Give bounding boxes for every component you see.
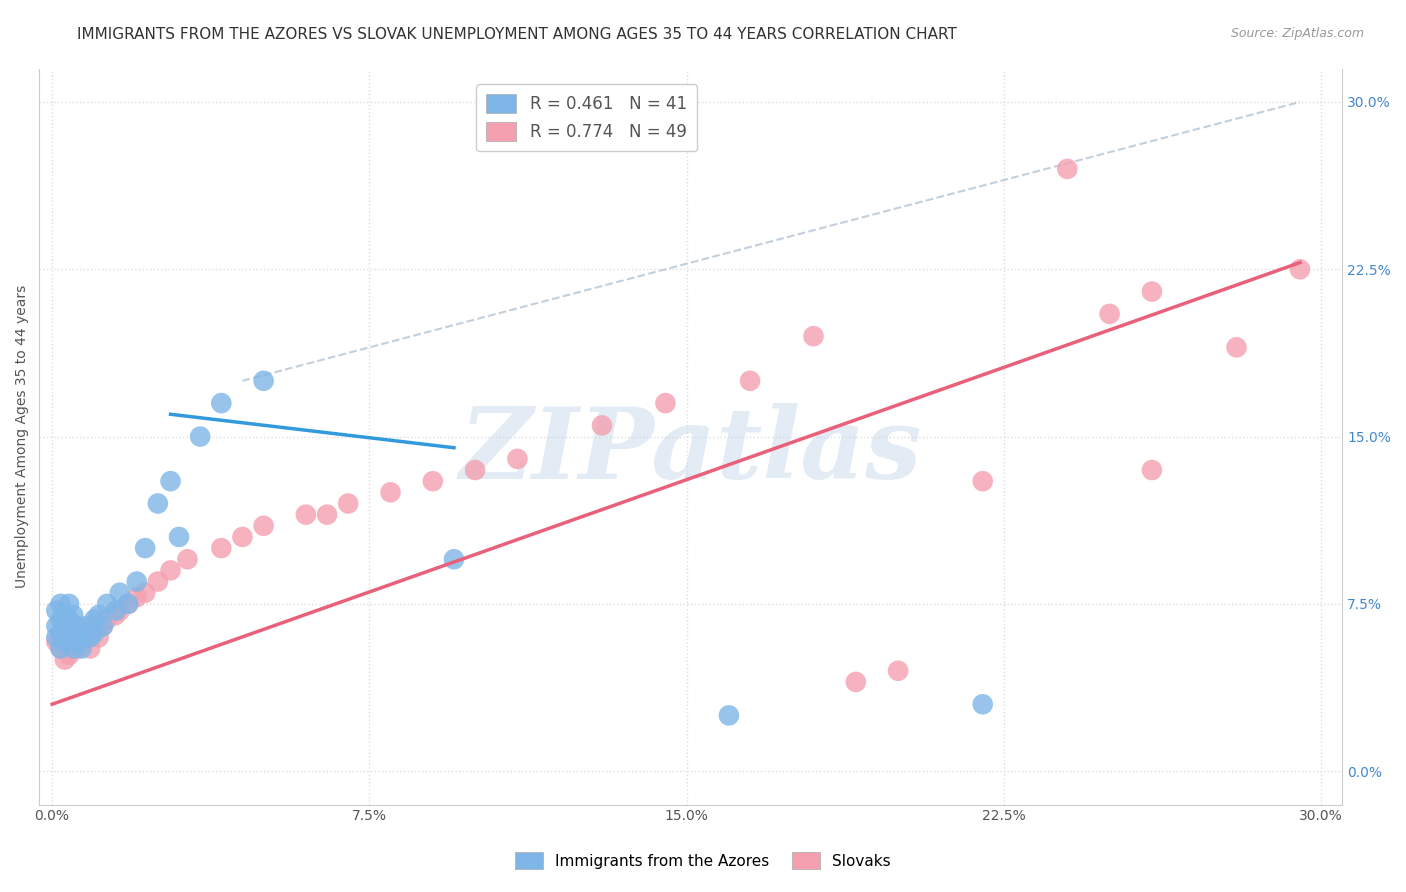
Point [45, 603, 67, 617]
Point [53, 607, 76, 622]
Point [117, 597, 139, 611]
Point [66, 634, 89, 648]
Point [91, 619, 114, 633]
Point [62, 641, 84, 656]
Point [252, 374, 274, 388]
Point [62, 625, 84, 640]
Point [49, 597, 72, 611]
Point [972, 698, 994, 712]
Point [79, 630, 101, 644]
Point [66, 619, 89, 633]
Point [422, 474, 444, 488]
Point [738, 374, 761, 388]
Point [58, 634, 80, 648]
Point [125, 590, 148, 604]
Point [75, 630, 97, 644]
Point [104, 603, 127, 617]
Point [62, 607, 84, 622]
Point [845, 675, 868, 690]
Point [66, 641, 89, 656]
Point [159, 474, 181, 488]
Point [96, 612, 118, 626]
Point [1140, 463, 1163, 477]
Point [134, 541, 156, 555]
Point [1098, 307, 1121, 321]
Point [104, 607, 127, 622]
Point [58, 630, 80, 644]
Point [380, 485, 402, 500]
Point [803, 329, 825, 343]
Point [167, 530, 190, 544]
Point [70, 641, 93, 656]
Point [45, 619, 67, 633]
Point [972, 474, 994, 488]
Text: IMMIGRANTS FROM THE AZORES VS SLOVAK UNEMPLOYMENT AMONG AGES 35 TO 44 YEARS CORR: IMMIGRANTS FROM THE AZORES VS SLOVAK UNE… [77, 27, 957, 42]
Text: ZIPatlas: ZIPatlas [460, 403, 922, 500]
Point [83, 612, 105, 626]
Point [717, 708, 740, 723]
Point [159, 563, 181, 577]
Point [337, 496, 360, 510]
Point [87, 630, 110, 644]
Point [49, 612, 72, 626]
Y-axis label: Unemployment Among Ages 35 to 44 years: Unemployment Among Ages 35 to 44 years [15, 285, 30, 588]
Point [62, 630, 84, 644]
Text: Source: ZipAtlas.com: Source: ZipAtlas.com [1230, 27, 1364, 40]
Point [108, 603, 131, 617]
Point [58, 597, 80, 611]
Point [45, 634, 67, 648]
Point [188, 429, 211, 443]
Point [654, 396, 676, 410]
Point [134, 585, 156, 599]
Point [53, 634, 76, 648]
Point [117, 597, 139, 611]
Point [66, 625, 89, 640]
Point [49, 641, 72, 656]
Point [53, 634, 76, 648]
Point [108, 585, 131, 599]
Point [83, 625, 105, 640]
Point [146, 496, 169, 510]
Point [70, 630, 93, 644]
Point [53, 619, 76, 633]
Point [125, 574, 148, 589]
Point [83, 619, 105, 633]
Point [176, 552, 198, 566]
Point [49, 630, 72, 644]
Legend: R = 0.461   N = 41, R = 0.774   N = 49: R = 0.461 N = 41, R = 0.774 N = 49 [477, 84, 697, 151]
Point [79, 641, 101, 656]
Point [49, 641, 72, 656]
Point [45, 630, 67, 644]
Point [58, 612, 80, 626]
Legend: Immigrants from the Azores, Slovaks: Immigrants from the Azores, Slovaks [509, 846, 897, 875]
Point [506, 451, 529, 466]
Point [209, 396, 232, 410]
Point [1289, 262, 1312, 277]
Point [62, 641, 84, 656]
Point [591, 418, 613, 433]
Point [464, 463, 486, 477]
Point [96, 597, 118, 611]
Point [1225, 340, 1247, 354]
Point [75, 619, 97, 633]
Point [87, 607, 110, 622]
Point [53, 652, 76, 666]
Point [1140, 285, 1163, 299]
Point [70, 634, 93, 648]
Point [58, 648, 80, 662]
Point [1056, 161, 1078, 176]
Point [91, 619, 114, 633]
Point [252, 518, 274, 533]
Point [209, 541, 232, 555]
Point [231, 530, 253, 544]
Point [295, 508, 318, 522]
Point [887, 664, 910, 678]
Point [443, 552, 465, 566]
Point [49, 625, 72, 640]
Point [316, 508, 339, 522]
Point [146, 574, 169, 589]
